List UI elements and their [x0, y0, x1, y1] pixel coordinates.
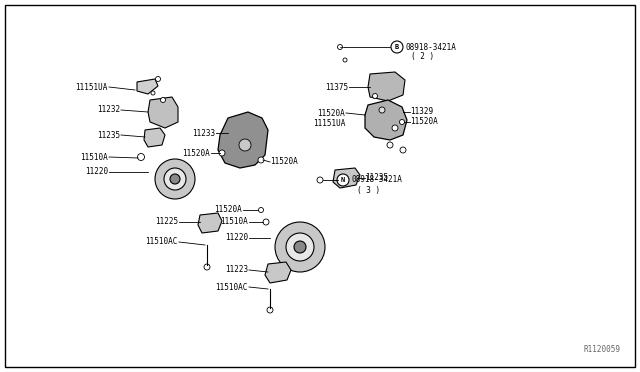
Circle shape: [161, 97, 166, 103]
Circle shape: [267, 307, 273, 313]
Polygon shape: [368, 72, 405, 101]
Circle shape: [294, 241, 306, 253]
Text: ( 3 ): ( 3 ): [357, 186, 380, 195]
Circle shape: [365, 112, 371, 118]
Circle shape: [259, 208, 264, 212]
Text: 11235: 11235: [97, 131, 120, 140]
Circle shape: [170, 174, 180, 184]
Circle shape: [372, 93, 378, 99]
Circle shape: [400, 147, 406, 153]
Polygon shape: [265, 262, 291, 283]
Polygon shape: [198, 213, 222, 233]
Text: 11151UA: 11151UA: [76, 83, 108, 92]
Polygon shape: [137, 79, 158, 94]
Circle shape: [337, 174, 349, 186]
Circle shape: [155, 159, 195, 199]
Text: 11520A: 11520A: [182, 148, 210, 157]
Circle shape: [337, 45, 342, 49]
Circle shape: [379, 107, 385, 113]
Text: 11220: 11220: [85, 167, 108, 176]
Circle shape: [258, 157, 264, 163]
Text: N: N: [341, 177, 345, 183]
Text: 11235: 11235: [365, 173, 388, 183]
Circle shape: [219, 150, 225, 156]
Text: 11232: 11232: [97, 106, 120, 115]
Text: 11223: 11223: [225, 266, 248, 275]
Polygon shape: [144, 128, 165, 147]
Text: 11520A: 11520A: [410, 118, 438, 126]
Polygon shape: [218, 112, 268, 168]
Polygon shape: [365, 100, 407, 140]
Circle shape: [138, 154, 145, 160]
Text: 11233: 11233: [192, 128, 215, 138]
Circle shape: [239, 139, 251, 151]
Circle shape: [164, 168, 186, 190]
Text: 11510A: 11510A: [80, 153, 108, 161]
Text: R1120059: R1120059: [583, 346, 620, 355]
Circle shape: [263, 219, 269, 225]
Text: ( 2 ): ( 2 ): [411, 52, 434, 61]
Text: 11329: 11329: [410, 108, 433, 116]
Circle shape: [391, 41, 403, 53]
Circle shape: [156, 77, 161, 81]
Circle shape: [392, 125, 398, 131]
Circle shape: [387, 142, 393, 148]
Circle shape: [204, 264, 210, 270]
Circle shape: [343, 58, 347, 62]
Text: 11225: 11225: [155, 218, 178, 227]
Circle shape: [275, 222, 325, 272]
Text: 11520A: 11520A: [214, 205, 242, 215]
Circle shape: [399, 119, 404, 125]
Text: 11510A: 11510A: [220, 218, 248, 227]
Polygon shape: [333, 168, 360, 188]
Polygon shape: [148, 97, 178, 128]
Circle shape: [151, 91, 155, 95]
Text: 11510AC: 11510AC: [146, 237, 178, 247]
Text: 08918-3421A: 08918-3421A: [406, 42, 457, 51]
Text: 11220: 11220: [225, 234, 248, 243]
Text: 11151UA: 11151UA: [312, 119, 345, 128]
Text: 11510AC: 11510AC: [216, 282, 248, 292]
Text: 08918-3421A: 08918-3421A: [352, 176, 403, 185]
Circle shape: [286, 233, 314, 261]
Text: 11520A: 11520A: [317, 109, 345, 118]
Text: 11375: 11375: [325, 83, 348, 92]
Text: 11520A: 11520A: [270, 157, 298, 167]
Circle shape: [317, 177, 323, 183]
Text: B: B: [395, 44, 399, 50]
